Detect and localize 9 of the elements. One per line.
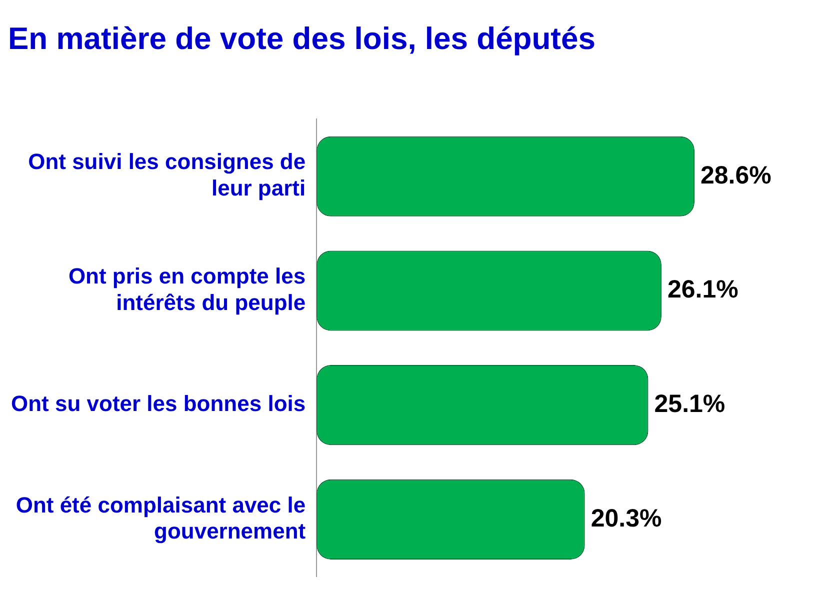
y-tick-label: Ont su voter les bonnes lois	[10, 391, 306, 416]
chart-title: En matière de vote des lois, les députés	[8, 21, 596, 56]
data-label: 28.6%	[700, 161, 772, 190]
data-label: 26.1%	[667, 276, 738, 304]
y-tick-label: Ont été complaisant avec le gouvernement	[16, 492, 306, 544]
data-label: 25.1%	[654, 390, 726, 418]
data-label: 20.3%	[590, 504, 662, 532]
y-tick-label: Ont suivi les consignes de leur parti	[28, 149, 306, 201]
y-tick-label: Ont pris en compte les intérêts du peuple	[68, 264, 306, 315]
